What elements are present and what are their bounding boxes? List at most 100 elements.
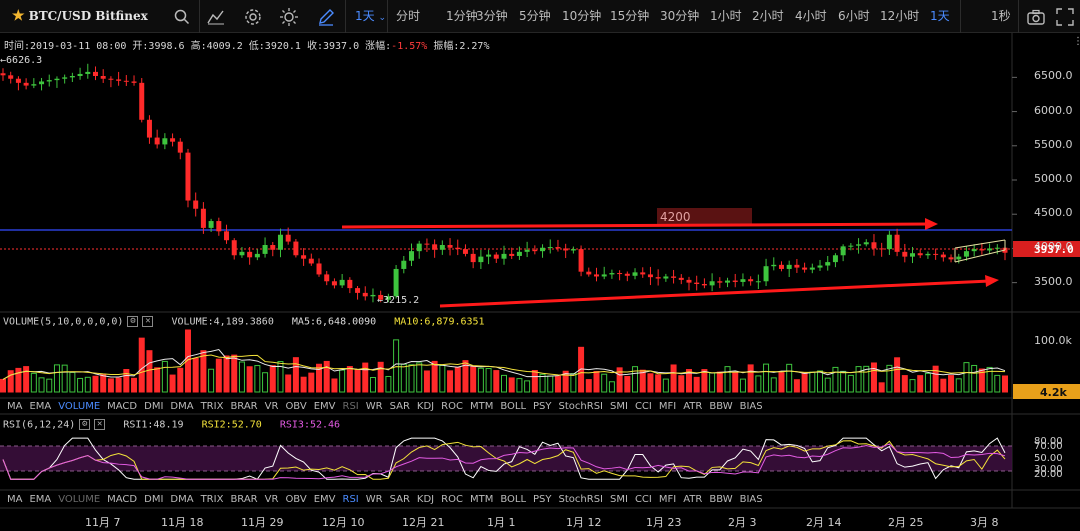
indicator-tab-wr[interactable]: WR (365, 494, 383, 505)
range-dropdown[interactable]: 1天 ⌄ (355, 9, 387, 23)
indicator-tab-roc[interactable]: ROC (441, 401, 463, 412)
indicator-tab-psy[interactable]: PSY (533, 494, 552, 505)
indicator-tab-cci[interactable]: CCI (634, 494, 652, 505)
indicator-tab-vr[interactable]: VR (264, 401, 279, 412)
indicator-tab-emv[interactable]: EMV (313, 494, 336, 505)
price-tick-0: 6500.0 (1034, 69, 1073, 83)
indicator-tab-dma[interactable]: DMA (170, 494, 194, 505)
symbol-title[interactable]: ★ BTC/USD Bitfinex (12, 8, 148, 24)
indicator-tab-volume[interactable]: VOLUME (58, 401, 101, 412)
draw-icon[interactable] (316, 7, 336, 27)
star-icon[interactable]: ★ (12, 8, 25, 24)
candle-body (601, 274, 607, 277)
indicator-tab-stochrsi[interactable]: StochRSI (558, 401, 603, 412)
indicator-tab-atr[interactable]: ATR (683, 401, 703, 412)
date-tick-11: 3月 8 (970, 516, 999, 529)
indicator-tab-dma[interactable]: DMA (170, 401, 194, 412)
indicator-tab-bbw[interactable]: BBW (709, 401, 733, 412)
indicator-tab-boll[interactable]: BOLL (500, 401, 527, 412)
indicator-tab-kdj[interactable]: KDJ (416, 494, 435, 505)
indicator-tab-bias[interactable]: BIAS (739, 401, 763, 412)
interval-8[interactable]: 2小时 (752, 9, 784, 23)
indicator-tab-mtm[interactable]: MTM (469, 494, 494, 505)
indicator-tab-boll[interactable]: BOLL (500, 494, 527, 505)
indicator-tab-kdj[interactable]: KDJ (416, 401, 435, 412)
indicator-tab-trix[interactable]: TRIX (200, 494, 224, 505)
indicator-tab-bbw[interactable]: BBW (709, 494, 733, 505)
interval-10[interactable]: 6小时 (838, 9, 870, 23)
interval-3[interactable]: 5分钟 (519, 9, 551, 23)
volume-bar (416, 362, 423, 393)
indicator-tab-rsi[interactable]: RSI (342, 494, 359, 505)
interval-1[interactable]: 1分钟 (446, 9, 478, 23)
indicator-tab-mfi[interactable]: MFI (658, 494, 677, 505)
indicator-tab-sar[interactable]: SAR (389, 401, 410, 412)
indicator-tab-ema[interactable]: EMA (29, 401, 52, 412)
indicator-tab-roc[interactable]: ROC (441, 494, 463, 505)
indicator-tab-ma[interactable]: MA (7, 494, 23, 505)
volume-bar (292, 357, 299, 393)
indicator-tab-trix[interactable]: TRIX (200, 401, 224, 412)
candle-body (285, 234, 291, 242)
indicator-tab-cci[interactable]: CCI (634, 401, 652, 412)
indicator-tab-volume[interactable]: VOLUME (58, 494, 101, 505)
candle-body (200, 208, 206, 228)
indicator-tab-smi[interactable]: SMI (610, 401, 628, 412)
interval-4[interactable]: 10分钟 (562, 9, 602, 23)
settings-icon[interactable] (243, 7, 263, 27)
candle-body (593, 274, 599, 277)
indicator-tab-mfi[interactable]: MFI (658, 401, 677, 412)
candle-body (46, 80, 52, 82)
interval-7[interactable]: 1小时 (710, 9, 742, 23)
camera-icon[interactable] (1026, 7, 1046, 27)
volume-bar (69, 371, 76, 393)
fullscreen-icon[interactable] (1055, 7, 1075, 27)
rsi-tick-0: 80.00 (1034, 435, 1063, 447)
indicator-tab-vr[interactable]: VR (264, 494, 279, 505)
indicator-icon[interactable] (206, 7, 226, 27)
candle-body (224, 231, 230, 241)
volume-bar (0, 378, 6, 393)
settings-icon[interactable]: ⚙ (79, 419, 91, 430)
settings-icon[interactable]: ⚙ (127, 316, 139, 327)
indicator-tab-macd[interactable]: MACD (107, 494, 138, 505)
interval-5[interactable]: 15分钟 (610, 9, 650, 23)
indicator-tab-bias[interactable]: BIAS (739, 494, 763, 505)
volume-bar (870, 362, 877, 393)
indicator-tab-brar[interactable]: BRAR (230, 401, 258, 412)
indicator-tab-mtm[interactable]: MTM (469, 401, 494, 412)
search-icon[interactable] (172, 7, 192, 27)
volume-axis-label: 100.0k (1034, 334, 1072, 347)
indicator-tab-obv[interactable]: OBV (285, 401, 307, 412)
speed-label[interactable]: 1秒 (991, 9, 1011, 23)
indicator-tab-dmi[interactable]: DMI (144, 401, 164, 412)
indicator-tab-wr[interactable]: WR (365, 401, 383, 412)
close-icon[interactable]: ✕ (142, 316, 154, 327)
indicator-tab-ema[interactable]: EMA (29, 494, 52, 505)
theme-icon[interactable] (279, 7, 299, 27)
candlestick-chart[interactable] (0, 33, 1080, 531)
candle-body (963, 251, 969, 257)
axis-menu-icon[interactable]: ⋮ (1073, 36, 1080, 47)
interval-2[interactable]: 3分钟 (476, 9, 508, 23)
indicator-tab-macd[interactable]: MACD (107, 401, 138, 412)
close-icon[interactable]: ✕ (94, 419, 106, 430)
indicator-tab-rsi[interactable]: RSI (342, 401, 359, 412)
interval-12[interactable]: 1天 (930, 9, 950, 23)
indicator-tab-obv[interactable]: OBV (285, 494, 307, 505)
indicator-tab-brar[interactable]: BRAR (230, 494, 258, 505)
indicator-tab-ma[interactable]: MA (7, 401, 23, 412)
indicator-tab-stochrsi[interactable]: StochRSI (558, 494, 603, 505)
interval-9[interactable]: 4小时 (795, 9, 827, 23)
indicator-tab-smi[interactable]: SMI (610, 494, 628, 505)
candle-body (586, 271, 592, 275)
interval-6[interactable]: 30分钟 (660, 9, 700, 23)
volume-bar (955, 378, 962, 393)
interval-11[interactable]: 12小时 (880, 9, 920, 23)
interval-0[interactable]: 分时 (396, 9, 421, 23)
indicator-tab-sar[interactable]: SAR (389, 494, 410, 505)
indicator-tab-emv[interactable]: EMV (313, 401, 336, 412)
indicator-tab-psy[interactable]: PSY (533, 401, 552, 412)
indicator-tab-dmi[interactable]: DMI (144, 494, 164, 505)
indicator-tab-atr[interactable]: ATR (683, 494, 703, 505)
